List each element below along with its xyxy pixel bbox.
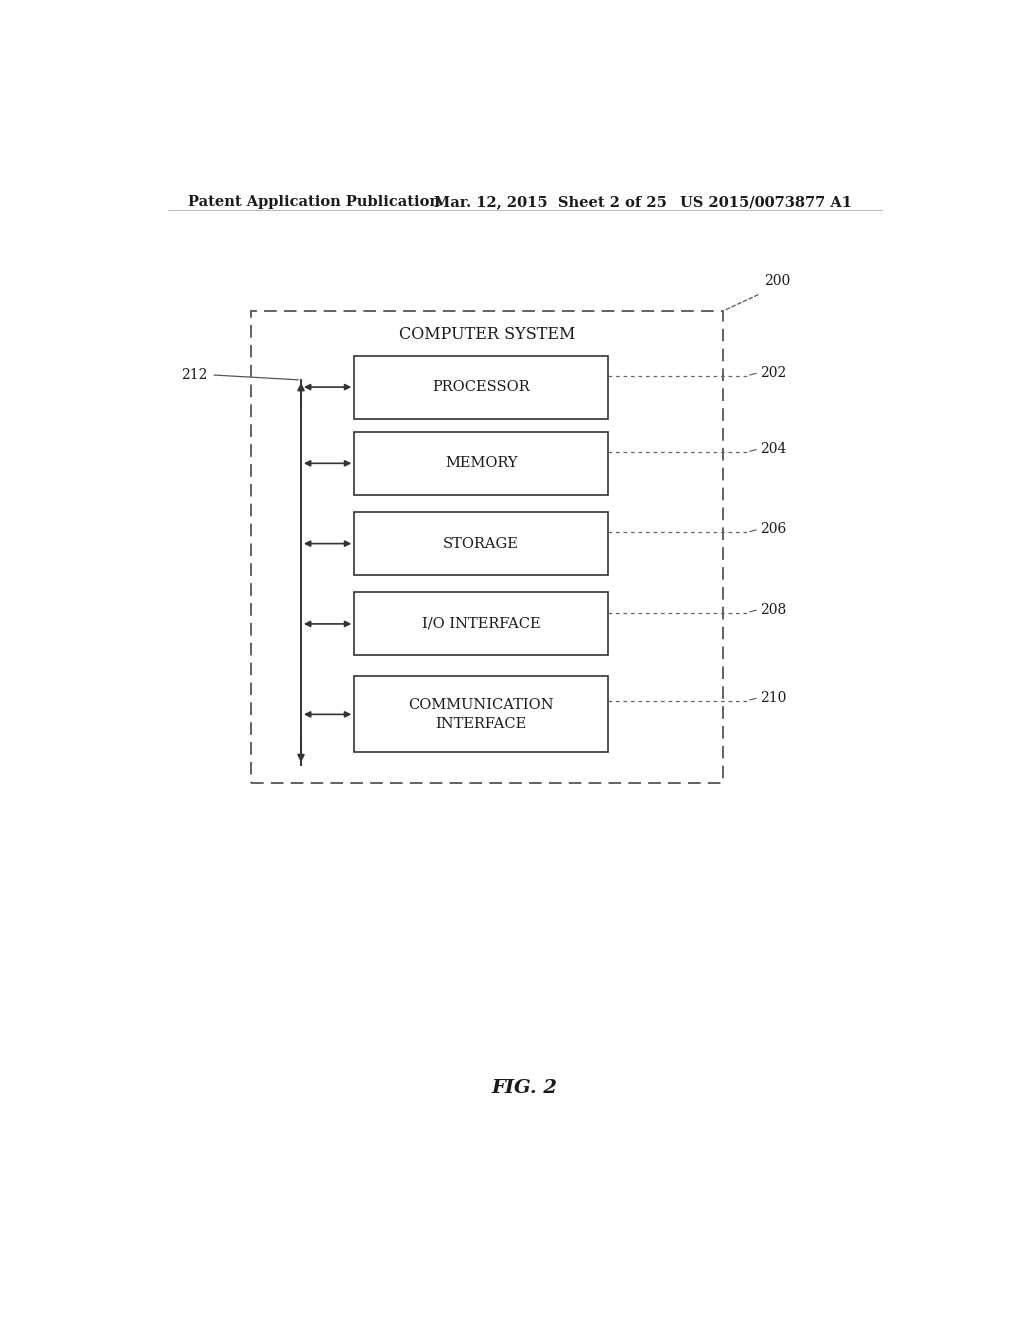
Bar — [354, 593, 608, 656]
Text: FIG. 2: FIG. 2 — [492, 1080, 558, 1097]
Bar — [354, 355, 608, 418]
Bar — [354, 512, 608, 576]
Text: 202: 202 — [761, 366, 786, 380]
Text: COMPUTER SYSTEM: COMPUTER SYSTEM — [399, 326, 575, 343]
Text: I/O INTERFACE: I/O INTERFACE — [422, 616, 541, 631]
Text: Mar. 12, 2015  Sheet 2 of 25: Mar. 12, 2015 Sheet 2 of 25 — [433, 195, 667, 210]
Text: 206: 206 — [761, 523, 786, 536]
Text: 200: 200 — [765, 275, 791, 289]
Text: MEMORY: MEMORY — [444, 457, 517, 470]
Text: 212: 212 — [181, 368, 207, 381]
Text: US 2015/0073877 A1: US 2015/0073877 A1 — [680, 195, 852, 210]
Bar — [251, 312, 723, 784]
Text: 210: 210 — [761, 690, 786, 705]
Text: STORAGE: STORAGE — [443, 537, 519, 550]
Bar — [354, 676, 608, 752]
Text: 208: 208 — [761, 602, 786, 616]
Text: COMMUNICATION
INTERFACE: COMMUNICATION INTERFACE — [409, 698, 554, 731]
Text: PROCESSOR: PROCESSOR — [432, 380, 530, 395]
Bar — [354, 432, 608, 495]
Text: 204: 204 — [761, 442, 786, 455]
Text: Patent Application Publication: Patent Application Publication — [187, 195, 439, 210]
